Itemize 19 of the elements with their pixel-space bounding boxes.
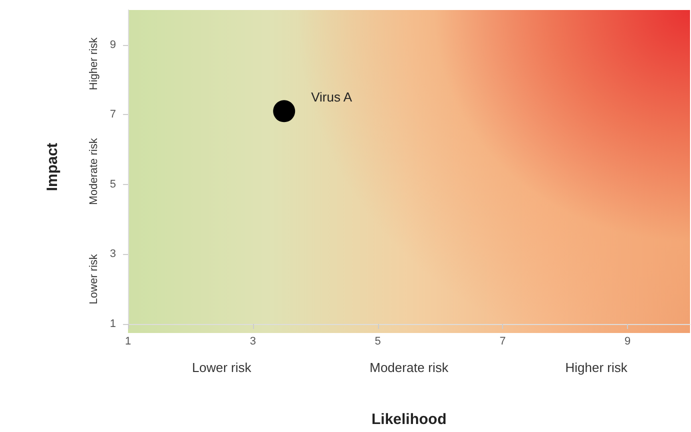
text: Moderate risk <box>370 360 449 375</box>
x-tick-label: 5 <box>374 336 381 348</box>
y-tick-label: 7 <box>110 108 116 121</box>
text: Moderate risk <box>88 138 100 205</box>
text: Lower risk <box>192 360 252 375</box>
text: Lower risk <box>88 254 100 304</box>
x-tick-label: 3 <box>250 336 256 348</box>
x-tick-label: 7 <box>500 336 506 348</box>
y-tick-label: 1 <box>110 318 116 330</box>
text: Higher risk <box>88 37 100 90</box>
y-tick-label: 3 <box>110 248 116 260</box>
text: Higher risk <box>565 360 628 375</box>
y-axis-title: Impact <box>44 142 61 192</box>
x-tick-label: 9 <box>624 336 631 348</box>
series-label: Virus A <box>311 90 352 105</box>
x-axis-title: Likelihood <box>372 411 446 428</box>
y-tick-label: 9 <box>110 38 116 51</box>
y-tick-label: 5 <box>110 178 116 190</box>
x-tick-label: 1 <box>124 336 132 348</box>
